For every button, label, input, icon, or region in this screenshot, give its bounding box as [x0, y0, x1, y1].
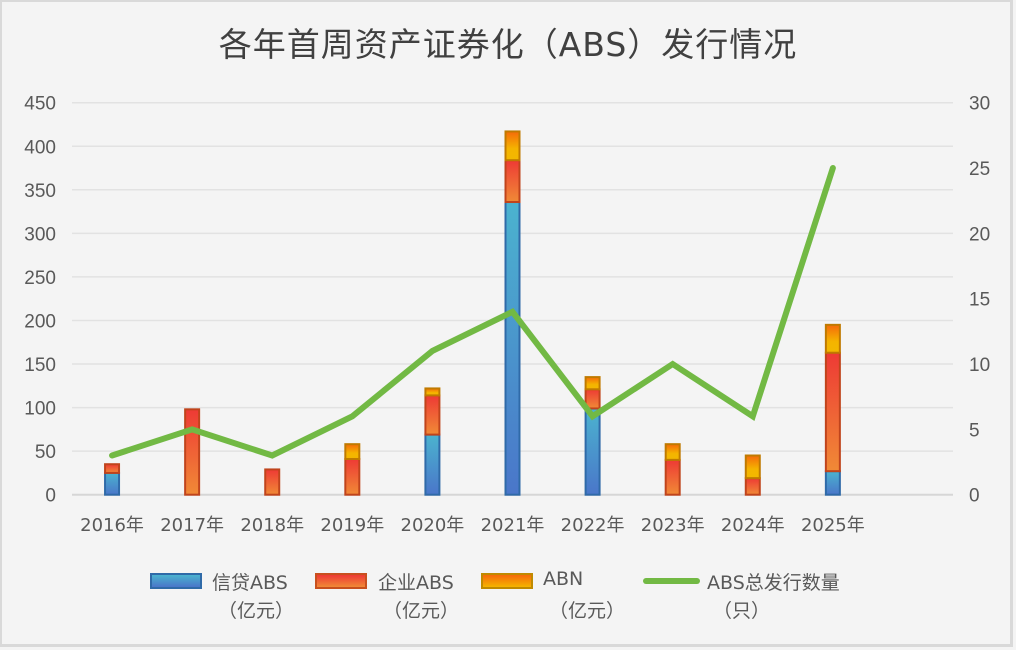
legend: 信贷ABS （亿元） 企业ABS （亿元） ABN （亿元） ABS总发行数量 …	[0, 568, 1016, 628]
left-axis-tick: 150	[24, 355, 56, 376]
bar-segment	[424, 387, 441, 397]
left-axis-tick: 450	[24, 94, 56, 115]
bar-segment	[824, 470, 841, 496]
right-axis-tick: 25	[969, 159, 990, 180]
stacked-bars	[104, 130, 841, 496]
bar-segment	[504, 159, 521, 204]
legend-unit: （亿元）	[218, 600, 295, 622]
legend-swatch-orange	[481, 573, 533, 589]
bar-segment	[424, 394, 441, 436]
right-axis-tick: 15	[969, 290, 990, 311]
legend-swatch-blue	[150, 573, 202, 589]
legend-label: 信贷ABS	[212, 572, 288, 594]
bar-segment	[584, 407, 601, 496]
x-axis-label: 2020年	[401, 515, 465, 536]
x-axis-label: 2016年	[80, 515, 144, 536]
x-axis-label: 2018年	[240, 515, 304, 536]
right-axis-tick: 30	[969, 94, 990, 115]
x-axis-label: 2022年	[561, 515, 625, 536]
x-axis-label: 2017年	[160, 515, 224, 536]
bar-segment	[104, 463, 121, 474]
bar-segment	[664, 458, 681, 496]
left-axis-tick: 300	[24, 224, 56, 245]
bar-segment	[824, 351, 841, 473]
right-axis-tick: 5	[969, 420, 980, 441]
left-axis-tick: 50	[35, 442, 56, 463]
x-axis-label: 2021年	[481, 515, 545, 536]
legend-label: ABS总发行数量	[707, 572, 840, 594]
chart-title: 各年首周资产证券化（ABS）发行情况	[218, 25, 798, 64]
legend-unit: （亿元）	[549, 600, 626, 622]
right-axis-tick: 20	[969, 224, 990, 245]
left-y-axis: 0 50 100 150 200 250 300 350 400 450	[24, 94, 56, 507]
abs-count-line	[109, 165, 836, 459]
bar-segment	[104, 471, 121, 496]
right-axis-tick: 0	[969, 486, 980, 507]
x-axis: 2016年 2017年 2018年 2019年 2020年 2021年 2022年 2023年…	[80, 515, 865, 536]
bar-segment	[504, 201, 521, 496]
bar-segment	[584, 376, 601, 391]
bar-segment	[344, 457, 361, 496]
bar-segment	[504, 130, 521, 162]
bar-segment	[184, 408, 201, 496]
bar-segment	[664, 443, 681, 461]
left-axis-tick: 350	[24, 181, 56, 202]
bar-segment	[424, 433, 441, 496]
legend-unit: （亿元）	[383, 600, 460, 622]
bar-segment	[824, 323, 841, 354]
left-axis-tick: 200	[24, 311, 56, 332]
left-axis-tick: 0	[45, 486, 56, 507]
bar-segment	[344, 443, 361, 460]
count-line	[109, 165, 836, 459]
legend-label: 企业ABS	[378, 572, 454, 594]
legend-unit: （只）	[713, 600, 771, 622]
x-axis-label: 2024年	[721, 515, 785, 536]
left-axis-tick: 400	[24, 137, 56, 158]
x-axis-label: 2025年	[801, 515, 865, 536]
x-axis-label: 2023年	[641, 515, 705, 536]
bar-segment	[264, 468, 281, 496]
left-axis-tick: 100	[24, 399, 56, 420]
legend-label: ABN	[543, 568, 584, 590]
left-axis-tick: 250	[24, 268, 56, 289]
bar-segment	[744, 477, 761, 496]
legend-swatch-red	[315, 573, 367, 589]
bar-segment	[744, 454, 761, 480]
x-axis-label: 2019年	[320, 515, 384, 536]
right-axis-tick: 10	[969, 355, 990, 376]
right-y-axis: 0 5 10 15 20 25 30	[969, 94, 990, 507]
legend-line-green	[643, 578, 700, 584]
